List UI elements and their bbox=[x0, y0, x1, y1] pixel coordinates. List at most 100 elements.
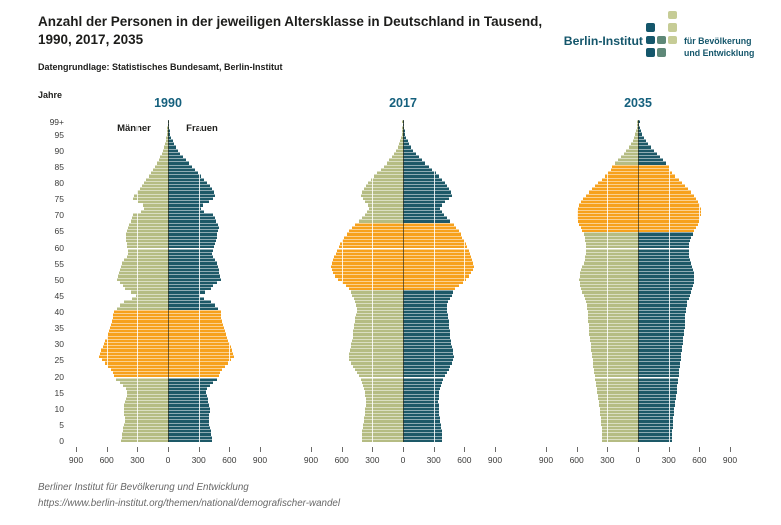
age-bar-female bbox=[403, 419, 441, 423]
age-bar-male bbox=[127, 254, 168, 259]
age-bar-female bbox=[403, 367, 449, 372]
x-axis-tick-label: 300 bbox=[426, 455, 441, 465]
age-bar-female bbox=[403, 396, 439, 401]
age-bar-female bbox=[168, 429, 212, 433]
age-bar-male bbox=[399, 142, 403, 146]
age-bar-male bbox=[338, 277, 403, 281]
age-bar-female bbox=[638, 316, 686, 320]
age-bar-male bbox=[401, 135, 403, 139]
age-bar-female bbox=[168, 361, 229, 365]
age-bar-male bbox=[356, 309, 403, 313]
age-bar-female bbox=[168, 393, 207, 397]
age-bar-male bbox=[365, 200, 403, 204]
age-bar-male bbox=[127, 248, 168, 252]
grid-line bbox=[464, 119, 466, 442]
age-bar-male bbox=[353, 329, 403, 333]
age-bar-female bbox=[403, 200, 445, 204]
age-bar-male bbox=[139, 187, 168, 191]
age-bar-female bbox=[403, 258, 473, 262]
age-bar-male bbox=[595, 184, 638, 188]
age-bar-female bbox=[638, 287, 693, 291]
age-bar-male bbox=[133, 196, 168, 201]
age-bar-female bbox=[168, 303, 215, 307]
age-bar-female bbox=[168, 258, 216, 262]
x-axis-tick-label: 0 bbox=[635, 455, 641, 465]
age-bar-female bbox=[168, 396, 208, 401]
age-bar-male bbox=[150, 171, 168, 175]
age-bar-male bbox=[356, 371, 403, 375]
age-bar-male bbox=[164, 145, 168, 149]
age-bar-male bbox=[332, 261, 403, 265]
age-bar-male bbox=[586, 300, 638, 304]
age-bar-female bbox=[403, 261, 473, 265]
grid-line bbox=[607, 119, 609, 442]
x-axis-tick-label: 900 bbox=[68, 455, 84, 465]
age-bar-female bbox=[168, 151, 181, 155]
x-axis-tick bbox=[75, 447, 77, 452]
age-bar-female bbox=[168, 238, 216, 243]
x-axis-tick-label: 900 bbox=[487, 455, 503, 465]
age-bar-female bbox=[168, 267, 219, 272]
age-bar-female bbox=[403, 371, 447, 375]
age-bar-female bbox=[168, 293, 200, 297]
age-bar-male bbox=[112, 316, 168, 320]
age-bar-male bbox=[364, 213, 403, 217]
age-bar-male bbox=[101, 358, 168, 362]
age-bar-female bbox=[168, 309, 221, 313]
age-bar-male bbox=[106, 335, 168, 339]
age-bar-male bbox=[117, 306, 168, 310]
age-bar-female bbox=[403, 206, 440, 210]
age-bar-male bbox=[597, 390, 638, 394]
age-bar-female bbox=[168, 167, 196, 172]
year-title-1990: 1990 bbox=[154, 96, 182, 110]
age-bar-female bbox=[403, 319, 449, 323]
age-bar-female bbox=[403, 151, 416, 155]
age-bar-female bbox=[638, 209, 702, 214]
age-bar-male bbox=[124, 403, 168, 407]
age-bar-male bbox=[581, 267, 638, 272]
age-bar-female bbox=[168, 222, 218, 226]
x-axis-tick-label: 0 bbox=[400, 455, 406, 465]
age-bar-female bbox=[403, 296, 450, 301]
age-bar-male bbox=[133, 213, 168, 217]
age-bar-female bbox=[168, 300, 212, 304]
age-bar-male bbox=[371, 177, 403, 181]
age-bar-female bbox=[168, 277, 221, 281]
age-bar-male bbox=[335, 251, 403, 255]
age-bar-female bbox=[638, 300, 688, 304]
age-bar-male bbox=[98, 354, 168, 359]
age-bar-male bbox=[594, 374, 638, 378]
age-bar-female bbox=[403, 180, 445, 184]
age-bar-female bbox=[403, 351, 454, 355]
age-bar-female bbox=[168, 332, 227, 336]
age-bar-male bbox=[112, 319, 168, 323]
age-bar-male bbox=[590, 338, 638, 343]
age-bar-male bbox=[636, 125, 638, 130]
age-tick-label: 60 bbox=[54, 242, 64, 253]
age-bar-female bbox=[403, 435, 442, 439]
age-bar-female bbox=[638, 319, 686, 323]
age-bar-male bbox=[331, 264, 403, 268]
age-bar-female bbox=[638, 271, 694, 275]
age-bar-female bbox=[638, 351, 682, 355]
age-bar-male bbox=[588, 190, 638, 194]
age-bar-male bbox=[601, 429, 638, 433]
x-axis-tick bbox=[168, 447, 169, 452]
age-bar-male bbox=[105, 338, 168, 343]
x-axis-tick-label: 600 bbox=[569, 455, 584, 465]
age-bar-female bbox=[168, 371, 221, 375]
age-bar-male bbox=[331, 267, 403, 272]
age-bar-female bbox=[168, 329, 226, 333]
age-bar-female bbox=[403, 177, 442, 181]
age-bar-female bbox=[403, 222, 454, 226]
age-bar-male bbox=[634, 135, 638, 139]
age-bar-female bbox=[638, 222, 698, 226]
age-bar-male bbox=[349, 287, 403, 291]
age-tick-label: 90 bbox=[54, 145, 64, 156]
age-bar-male bbox=[109, 325, 168, 330]
x-axis-tick bbox=[372, 447, 374, 452]
age-bar-male bbox=[368, 180, 403, 184]
age-bar-female bbox=[168, 161, 190, 165]
x-axis-tick bbox=[433, 447, 435, 452]
age-bar-female bbox=[403, 293, 452, 297]
